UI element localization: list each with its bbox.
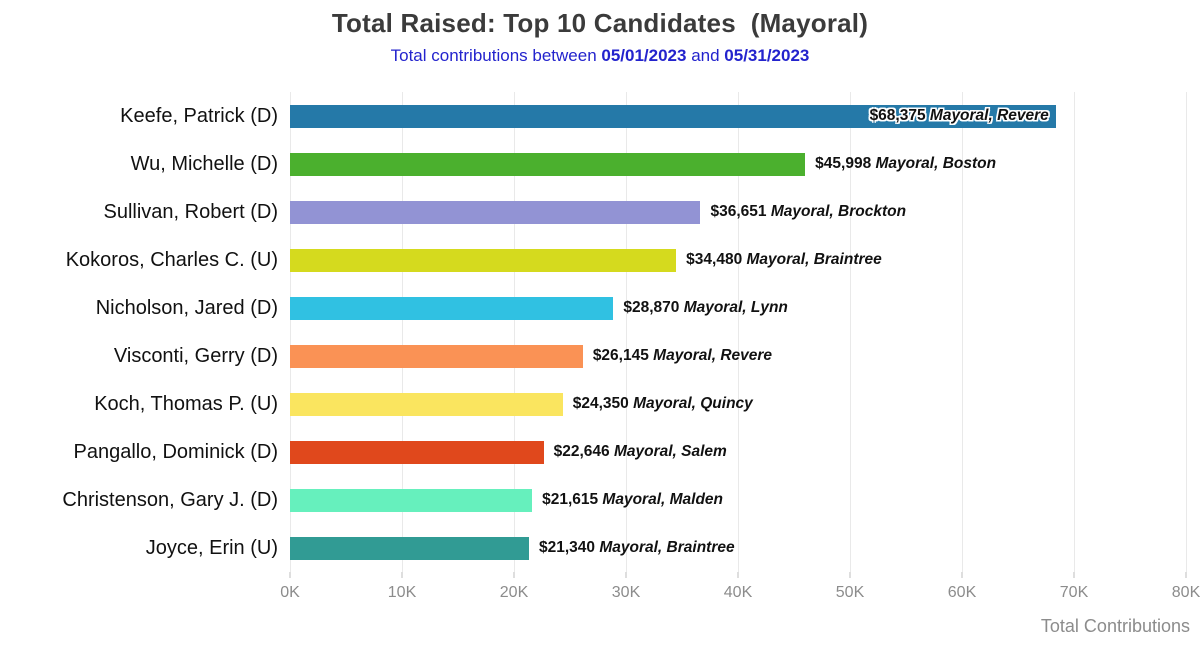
- gridline: [738, 92, 739, 572]
- bar: [290, 296, 614, 320]
- bar-row: $28,870 Mayoral, Lynn: [290, 284, 1186, 332]
- bar-value-label: $36,651 Mayoral, Brockton: [710, 203, 906, 221]
- bar-value-label: $24,350 Mayoral, Quincy: [573, 395, 753, 413]
- category-label: Visconti, Gerry (D): [113, 344, 278, 367]
- bar-race-label: Mayoral, Salem: [613, 443, 727, 460]
- x-axis-tick-label: 30K: [611, 584, 641, 601]
- category-axis: Keefe, Patrick (D) Wu, Michelle (D) Sulliv…: [0, 92, 278, 572]
- bar: [290, 104, 1056, 128]
- gridline: [850, 92, 851, 572]
- bar: [290, 200, 701, 224]
- category-label: Wu, Michelle (D): [130, 152, 278, 175]
- x-axis-tick-label: 10K: [387, 584, 417, 601]
- bar-row: $22,646 Mayoral, Salem: [290, 428, 1186, 476]
- bar-value-label: $28,870 Mayoral, Lynn: [623, 299, 788, 317]
- x-axis-tick-label: 0K: [280, 584, 300, 601]
- x-axis-tick-mark: [289, 572, 291, 578]
- bar-value-label: $45,998 Mayoral, Boston: [815, 155, 996, 173]
- x-axis-tick-label: 70K: [1059, 584, 1089, 601]
- x-axis-tick-mark: [849, 572, 851, 578]
- bar-row: $36,651 Mayoral, Brockton: [290, 188, 1186, 236]
- category-label: Joyce, Erin (U): [145, 536, 278, 559]
- chart-title: Total Raised: Top 10 Candidates (Mayoral…: [331, 8, 869, 38]
- bar-race-label: Mayoral, Revere: [653, 347, 773, 364]
- category-label: Pangallo, Dominick (D): [73, 440, 278, 463]
- bar-amount: $22,646: [553, 443, 610, 460]
- bar-row: $68,375 Mayoral, Revere: [290, 92, 1186, 140]
- x-axis-tick-mark: [513, 572, 515, 578]
- bar-amount: $21,340: [539, 539, 596, 556]
- subtitle-start-date: 05/01/2023: [601, 46, 687, 65]
- x-axis-tick-label: 20K: [499, 584, 529, 601]
- gridline: [514, 92, 515, 572]
- bar-row: $21,340 Mayoral, Braintree: [290, 524, 1186, 572]
- bar-amount: $45,998: [815, 155, 872, 172]
- bar-value-label: $26,145 Mayoral, Revere: [593, 347, 772, 365]
- bar-row: $21,615 Mayoral, Malden: [290, 476, 1186, 524]
- chart-subtitle: Total contributions between 05/01/2023 a…: [0, 46, 1200, 66]
- bar-amount: $36,651: [710, 203, 767, 220]
- gridline: [1074, 92, 1075, 572]
- bar: [290, 488, 533, 512]
- bar-amount: $68,375: [869, 107, 926, 124]
- bar-race-label: Mayoral, Braintree: [746, 251, 882, 268]
- bar-rows-layer: $68,375 Mayoral, Revere $45,998 Mayoral, …: [290, 92, 1186, 572]
- bar-value-label: $22,646 Mayoral, Salem: [554, 443, 727, 461]
- bar-row: $34,480 Mayoral, Braintree: [290, 236, 1186, 284]
- bar-race-label: Mayoral, Boston: [875, 155, 997, 172]
- bar: [290, 440, 544, 464]
- bar: [290, 344, 583, 368]
- category-label: Nicholson, Jared (D): [95, 296, 278, 319]
- bar-race-label: Mayoral, Malden: [602, 491, 724, 508]
- x-axis-tick-label: 50K: [835, 584, 865, 601]
- subtitle-connector: and: [686, 46, 725, 65]
- bar-row: $24,350 Mayoral, Quincy: [290, 380, 1186, 428]
- bar-value-label: $21,615 Mayoral, Malden: [542, 491, 723, 509]
- x-axis-tick-mark: [737, 572, 739, 578]
- x-axis-tick-mark: [961, 572, 963, 578]
- bar-amount: $26,145: [592, 347, 649, 364]
- bar-row: $26,145 Mayoral, Revere: [290, 332, 1186, 380]
- bar-amount: $24,350: [572, 395, 629, 412]
- gridline: [402, 92, 403, 572]
- gridline: [290, 92, 291, 572]
- gridline: [626, 92, 627, 572]
- plot-area: $68,375 Mayoral, Revere $45,998 Mayoral, …: [290, 92, 1187, 572]
- category-label: Kokoros, Charles C. (U): [65, 248, 278, 271]
- bar: [290, 152, 806, 176]
- subtitle-end-date: 05/31/2023: [724, 46, 810, 65]
- category-label: Sullivan, Robert (D): [103, 200, 278, 223]
- bar-race-label: Mayoral, Lynn: [683, 299, 788, 316]
- gridline: [962, 92, 963, 572]
- category-label: Christenson, Gary J. (D): [62, 488, 278, 511]
- x-axis-tick-mark: [1185, 572, 1187, 578]
- bar-value-label: $34,480 Mayoral, Braintree: [686, 251, 882, 269]
- category-label: Koch, Thomas P. (U): [94, 392, 278, 415]
- x-axis: 0K 10K 20K 30K 40K 50K 60K 70K 80K: [280, 572, 1200, 612]
- bar-race-label: Mayoral, Quincy: [633, 395, 753, 412]
- bar: [290, 248, 677, 272]
- bar-amount: $34,480: [686, 251, 743, 268]
- bar: [290, 536, 529, 560]
- bar-amount: $28,870: [623, 299, 680, 316]
- x-axis-title: Total Contributions: [1040, 616, 1190, 636]
- bar-race-label: Mayoral, Braintree: [599, 539, 735, 556]
- category-label: Keefe, Patrick (D): [120, 104, 278, 127]
- bar-amount: $21,615: [542, 491, 599, 508]
- x-axis-tick-mark: [401, 572, 403, 578]
- bar-value-label: $21,340 Mayoral, Braintree: [539, 539, 735, 557]
- subtitle-prefix: Total contributions between: [390, 46, 602, 65]
- x-axis-tick-label: 80K: [1171, 584, 1200, 601]
- x-axis-tick-label: 60K: [947, 584, 977, 601]
- bar-row: $45,998 Mayoral, Boston: [290, 140, 1186, 188]
- bar-race-label: Mayoral, Brockton: [770, 203, 907, 220]
- gridline: [1186, 92, 1187, 572]
- x-axis-tick-mark: [1073, 572, 1075, 578]
- x-axis-tick-mark: [625, 572, 627, 578]
- bar: [290, 392, 563, 416]
- bar-race-label: Mayoral, Revere: [929, 107, 1049, 124]
- bar-value-label-inside: $68,375 Mayoral, Revere: [870, 107, 1049, 125]
- x-axis-tick-label: 40K: [723, 584, 753, 601]
